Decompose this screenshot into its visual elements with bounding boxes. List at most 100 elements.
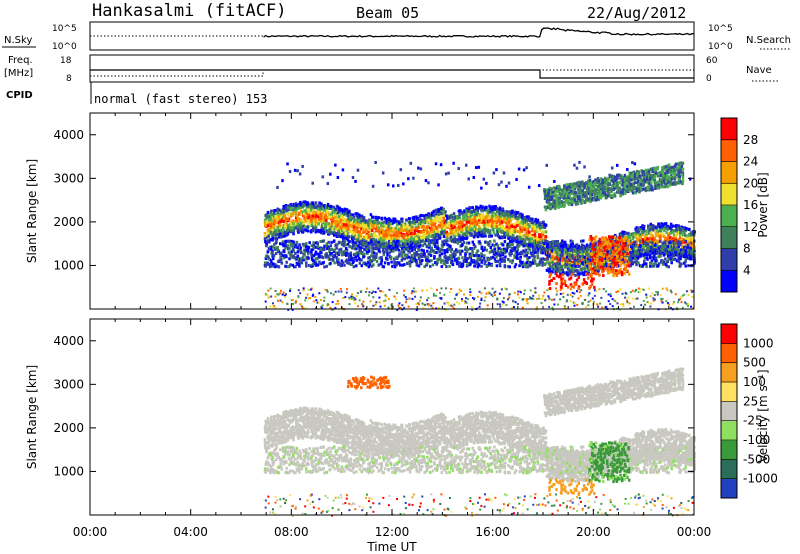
power-cell <box>502 301 505 304</box>
power-cell <box>559 265 563 269</box>
power-cell <box>294 243 298 247</box>
power-cell <box>376 243 380 247</box>
power-cell <box>529 289 532 292</box>
power-cell <box>408 250 411 254</box>
power-cell <box>357 222 361 226</box>
power-cell <box>302 219 306 223</box>
power-cell <box>525 227 528 231</box>
power-cell <box>500 212 503 216</box>
power-cell <box>324 253 327 257</box>
power-cell <box>480 292 483 295</box>
power-cell <box>501 207 505 211</box>
power-cell <box>354 298 357 301</box>
power-cell <box>300 305 303 308</box>
power-cell <box>374 291 377 294</box>
power-cell <box>419 213 423 217</box>
power-cell <box>314 295 317 298</box>
power-cell <box>269 287 272 290</box>
power-cell <box>280 226 284 230</box>
power-cell <box>571 242 575 246</box>
power-cell <box>334 214 338 218</box>
power-cell <box>354 179 357 183</box>
power-cell <box>335 255 339 259</box>
power-cell <box>311 294 314 297</box>
power-cell <box>294 216 298 220</box>
power-cell <box>334 215 337 219</box>
power-cell <box>296 222 300 226</box>
power-cell <box>480 252 483 256</box>
power-cell <box>316 245 320 249</box>
power-cell <box>302 244 306 248</box>
power-cell <box>348 262 351 266</box>
power-cell <box>440 265 444 269</box>
power-cell <box>311 247 315 251</box>
power-cell <box>309 205 313 209</box>
power-cell <box>364 225 367 229</box>
power-cell <box>426 262 429 266</box>
power-cell <box>348 258 351 262</box>
power-cell <box>485 181 488 185</box>
power-cell <box>273 226 276 230</box>
power-cell <box>499 305 502 308</box>
power-cell <box>351 239 355 243</box>
power-cell <box>574 264 577 268</box>
power-cell <box>304 243 307 247</box>
power-cell <box>585 259 589 263</box>
power-cell <box>270 259 273 263</box>
power-cell <box>282 215 285 219</box>
power-cell <box>270 245 274 249</box>
power-cell <box>307 297 310 300</box>
power-cell <box>555 293 558 296</box>
power-cell <box>543 248 546 252</box>
power-cell <box>374 240 378 244</box>
power-cell <box>316 301 319 304</box>
power-cell <box>290 205 293 209</box>
power-cell <box>560 258 564 262</box>
power-cell <box>272 231 276 235</box>
power-cell <box>291 247 295 251</box>
power-cell <box>358 241 362 245</box>
power-cell <box>371 222 374 226</box>
power-cell <box>336 257 340 261</box>
power-cell <box>578 160 581 164</box>
power-cell <box>444 234 448 238</box>
power-cell <box>269 212 273 216</box>
power-cell <box>493 244 496 248</box>
power-cell <box>366 251 369 255</box>
power-cell <box>505 225 509 229</box>
power-cell <box>445 214 448 218</box>
power-cell <box>331 257 335 261</box>
power-cell <box>331 217 335 221</box>
power-cell <box>565 263 569 267</box>
power-cell <box>317 228 320 232</box>
power-cell <box>287 239 291 243</box>
power-cell <box>553 179 556 183</box>
power-cell <box>285 209 289 213</box>
power-cell <box>342 296 345 299</box>
power-cell <box>482 232 486 236</box>
power-cell <box>448 304 451 307</box>
power-cell <box>370 224 374 228</box>
power-cell <box>465 301 468 304</box>
power-cell <box>534 287 537 290</box>
power-cell <box>551 261 554 265</box>
power-cell <box>263 219 267 223</box>
power-cell <box>274 290 277 293</box>
power-cell <box>354 225 358 229</box>
power-cell <box>330 213 333 217</box>
power-cell <box>311 258 315 262</box>
power-cell <box>465 297 468 300</box>
power-cell <box>330 240 333 244</box>
power-cell <box>397 248 401 252</box>
power-cell <box>387 227 391 231</box>
power-cell <box>293 203 297 207</box>
power-cell <box>304 209 308 213</box>
power-cell <box>494 260 497 264</box>
power-cell <box>569 288 572 291</box>
power-cell <box>263 261 267 265</box>
power-cell <box>350 258 353 262</box>
power-cell <box>299 251 303 255</box>
power-cell <box>272 253 275 257</box>
power-cell <box>510 243 514 247</box>
power-cell <box>302 287 305 290</box>
